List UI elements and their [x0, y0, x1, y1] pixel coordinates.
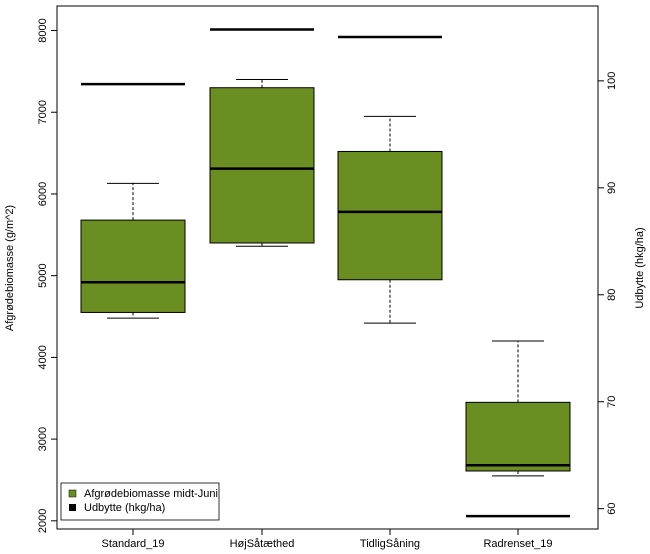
left-tick-label: 3000	[37, 427, 49, 451]
box	[337, 150, 443, 281]
left-tick-label: 4000	[37, 345, 49, 369]
legend-label-biomass: Afgrødebiomasse midt-Juni	[84, 488, 218, 500]
left-tick-label: 8000	[37, 18, 49, 42]
x-tick-label: HøjSåtæthed	[230, 538, 295, 550]
right-tick-label: 90	[606, 182, 618, 194]
legend-swatch-biomass	[68, 489, 77, 498]
left-tick-label: 6000	[37, 182, 49, 206]
right-y-axis: 60 70 80 90 100	[598, 72, 618, 515]
left-y-axis: 2000 3000 4000 5000 6000 7000 8000	[37, 18, 57, 533]
box-series	[80, 79, 571, 477]
legend-label-yield: Udbytte (hkg/ha)	[84, 502, 165, 514]
left-tick-label: 2000	[37, 509, 49, 533]
box	[80, 219, 186, 313]
right-tick-label: 60	[606, 503, 618, 515]
right-axis-title: Udbytte (hkg/ha)	[634, 227, 646, 308]
legend-swatch-yield	[69, 504, 76, 511]
box	[465, 401, 571, 472]
yield-series	[81, 28, 570, 518]
x-tick-label: Radrenset_19	[483, 538, 552, 550]
left-axis-title: Afgrødebiomasse (g/m^2)	[4, 205, 16, 331]
x-axis: Standard_19 HøjSåtæthed TidligSåning Radren…	[102, 529, 553, 550]
legend-frame	[60, 482, 220, 521]
left-tick-label: 5000	[37, 263, 49, 287]
legend: Afgrødebiomasse midt-Juni Udbytte (hkg/h…	[60, 482, 220, 521]
x-tick-label: Standard_19	[102, 538, 165, 550]
x-tick-label: TidligSåning	[360, 538, 420, 550]
right-tick-label: 70	[606, 396, 618, 408]
plot-frame	[56, 5, 599, 530]
box	[209, 87, 315, 244]
right-tick-label: 80	[606, 289, 618, 301]
right-tick-label: 100	[606, 72, 618, 90]
left-tick-label: 7000	[37, 100, 49, 124]
